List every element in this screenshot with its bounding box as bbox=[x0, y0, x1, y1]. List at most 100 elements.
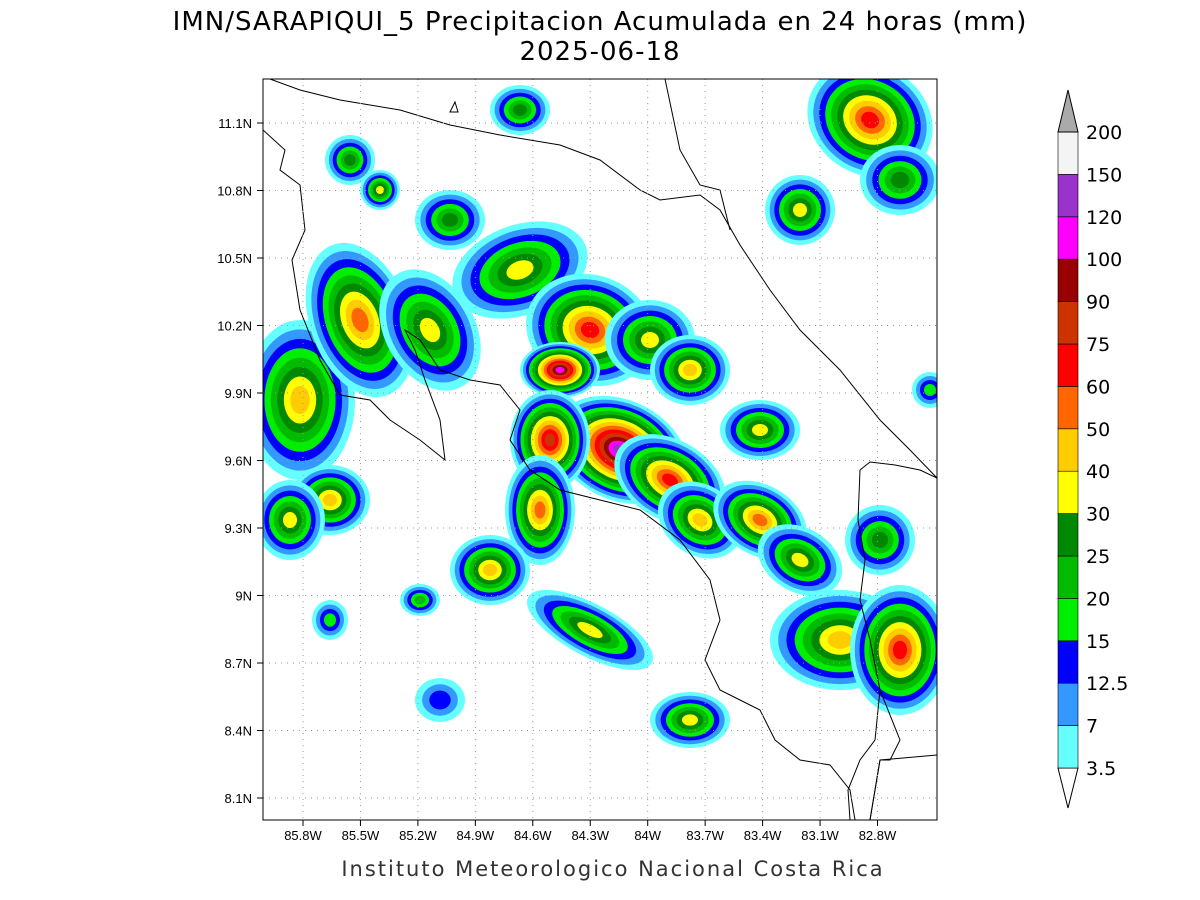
precip-contour bbox=[577, 621, 603, 639]
precip-contour bbox=[861, 111, 879, 129]
colorbar-swatch bbox=[1057, 640, 1079, 684]
coastlines bbox=[263, 79, 937, 820]
lon-label: 84.9W bbox=[457, 828, 495, 843]
precip-contour bbox=[662, 473, 678, 487]
precip-contour bbox=[513, 104, 527, 116]
colorbar-swatch bbox=[1057, 513, 1079, 557]
lat-label: 9N bbox=[235, 589, 252, 604]
precip-contour bbox=[344, 154, 356, 166]
border bbox=[859, 461, 937, 479]
colorbar-label: 7 bbox=[1086, 716, 1098, 738]
footer: Instituto Meteorologico Nacional Costa R… bbox=[341, 857, 884, 881]
precip-contour bbox=[482, 563, 498, 577]
precip-contour bbox=[429, 690, 451, 710]
lat-label: 9.3N bbox=[225, 521, 252, 536]
lon-label: 85.5W bbox=[342, 828, 380, 843]
lon-label: 85.8W bbox=[284, 828, 322, 843]
coastline bbox=[869, 754, 937, 820]
colorbar-swatch bbox=[1057, 682, 1079, 726]
colorbar-label: 30 bbox=[1086, 504, 1110, 526]
precip-contour bbox=[414, 595, 426, 605]
precip-contour bbox=[580, 321, 600, 339]
colorbar-label: 90 bbox=[1086, 292, 1110, 314]
precip-contour bbox=[752, 424, 768, 436]
lat-label: 9.6N bbox=[225, 454, 252, 469]
precip-contour bbox=[791, 552, 809, 568]
lat-label: 10.5N bbox=[217, 251, 252, 266]
colorbar: 3.5 7 12.5 15 20 25 30 40 50 60 75 90 100 120 150 200 bbox=[1057, 89, 1128, 809]
colorbar-swatch bbox=[1057, 386, 1079, 430]
lon-label: 83.1W bbox=[801, 828, 839, 843]
precip-contour bbox=[555, 366, 565, 374]
title: IMN/SARAPIQUI_5 Precipitacion Acumulada … bbox=[173, 7, 1028, 37]
lat-label: 8.1N bbox=[225, 791, 252, 806]
precipitation-field bbox=[263, 79, 937, 748]
colorbar-swatch bbox=[1057, 428, 1079, 472]
lat-label: 10.2N bbox=[217, 319, 252, 334]
colorbar-label: 150 bbox=[1086, 164, 1122, 186]
lat-label: 11.1N bbox=[218, 116, 252, 131]
colorbar-label: 100 bbox=[1086, 249, 1122, 271]
colorbar-swatch bbox=[1057, 174, 1079, 218]
colorbar-under bbox=[1057, 767, 1079, 809]
precip-contour bbox=[376, 186, 384, 194]
lon-label: 82.8W bbox=[859, 828, 897, 843]
precip-contour bbox=[506, 260, 534, 280]
lat-label: 8.4N bbox=[225, 724, 252, 739]
precip-contour bbox=[324, 613, 336, 627]
colorbar-label: 60 bbox=[1086, 376, 1110, 398]
precip-contour bbox=[752, 513, 768, 527]
island bbox=[449, 100, 459, 113]
grid: 11.1N 10.8N 10.5N 10.2N 9.9N 9.6N 9.3N 9N 8.7N 8.… bbox=[217, 79, 937, 843]
colorbar-swatch bbox=[1057, 131, 1079, 175]
lat-label: 9.9N bbox=[225, 386, 252, 401]
precip-contour bbox=[544, 433, 556, 447]
colorbar-label: 75 bbox=[1086, 334, 1110, 356]
colorbar-label: 50 bbox=[1086, 419, 1110, 441]
coastline bbox=[263, 129, 856, 820]
precip-contour bbox=[441, 213, 459, 227]
precip-contour bbox=[641, 332, 659, 348]
colorbar-label: 12.5 bbox=[1086, 673, 1128, 695]
colorbar-swatch bbox=[1057, 555, 1079, 599]
lon-label: 83.4W bbox=[744, 828, 782, 843]
lat-label: 8.7N bbox=[225, 656, 252, 671]
precip-contour bbox=[892, 640, 908, 660]
coastline bbox=[664, 79, 731, 231]
lon-label: 85.2W bbox=[399, 828, 437, 843]
lat-label: 10.8N bbox=[217, 184, 252, 199]
precip-contour bbox=[890, 171, 910, 189]
precip-contour bbox=[827, 631, 853, 649]
colorbar-label: 15 bbox=[1086, 631, 1110, 653]
precip-contour bbox=[419, 317, 441, 343]
colorbar-label: 25 bbox=[1086, 546, 1110, 568]
precip-contour bbox=[290, 385, 310, 415]
colorbar-label: 20 bbox=[1086, 588, 1110, 610]
subtitle: 2025-06-18 bbox=[519, 37, 680, 67]
precip-contour bbox=[924, 384, 936, 396]
coastline bbox=[269, 79, 937, 479]
colorbar-over bbox=[1057, 89, 1079, 133]
precip-contour bbox=[692, 513, 708, 527]
precip-contour bbox=[793, 203, 807, 217]
colorbar-swatch bbox=[1057, 216, 1079, 260]
lon-label: 84W bbox=[634, 828, 661, 843]
precip-contour bbox=[682, 714, 698, 726]
colorbar-swatch bbox=[1057, 725, 1079, 769]
colorbar-label: 3.5 bbox=[1086, 758, 1116, 780]
border bbox=[847, 469, 881, 820]
precip-contour bbox=[682, 363, 698, 377]
lon-label: 83.7W bbox=[686, 828, 724, 843]
map-frame bbox=[262, 78, 938, 821]
colorbar-swatch bbox=[1057, 470, 1079, 514]
colorbar-label: 120 bbox=[1086, 207, 1122, 229]
precip-contour bbox=[283, 512, 297, 528]
lon-label: 84.3W bbox=[571, 828, 609, 843]
precip-contour bbox=[871, 531, 889, 549]
precip-contour bbox=[322, 493, 338, 507]
colorbar-swatch bbox=[1057, 258, 1079, 302]
colorbar-swatch bbox=[1057, 301, 1079, 345]
colorbar-label: 200 bbox=[1086, 122, 1122, 144]
colorbar-label: 40 bbox=[1086, 461, 1110, 483]
